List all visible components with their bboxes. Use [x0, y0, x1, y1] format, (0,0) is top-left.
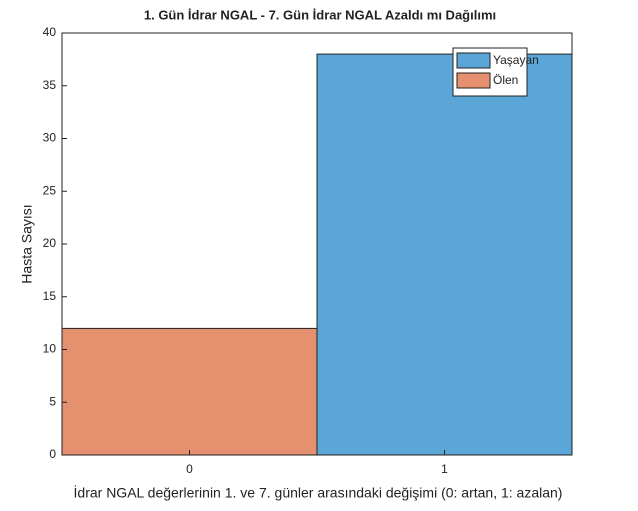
y-tick-label: 25	[43, 183, 57, 197]
x-axis-label: İdrar NGAL değerlerinin 1. ve 7. günler …	[74, 484, 563, 501]
legend: Yaşayan Ölen	[452, 47, 539, 97]
y-tick-label: 15	[43, 289, 57, 303]
legend-label: Ölen	[493, 73, 518, 87]
y-tick-label: 30	[43, 131, 57, 145]
y-tick-label: 0	[49, 447, 56, 461]
x-tick-label: 1	[441, 462, 448, 476]
y-axis-label: Hasta Sayısı	[19, 204, 35, 283]
y-tick-label: 20	[43, 236, 57, 250]
bar	[61, 327, 318, 456]
y-tick-label: 10	[43, 342, 57, 356]
plot-marks	[61, 53, 573, 456]
y-tick-label: 5	[49, 394, 56, 408]
bar	[316, 53, 573, 456]
x-tick-label: 0	[186, 462, 193, 476]
legend-swatch	[456, 52, 491, 69]
legend-label: Yaşayan	[493, 53, 539, 67]
legend-swatch	[456, 72, 491, 89]
y-tick-label: 35	[43, 78, 57, 92]
chart-title: 1. Gün İdrar NGAL - 7. Gün İdrar NGAL Az…	[144, 7, 496, 22]
y-tick-label: 40	[43, 25, 57, 39]
